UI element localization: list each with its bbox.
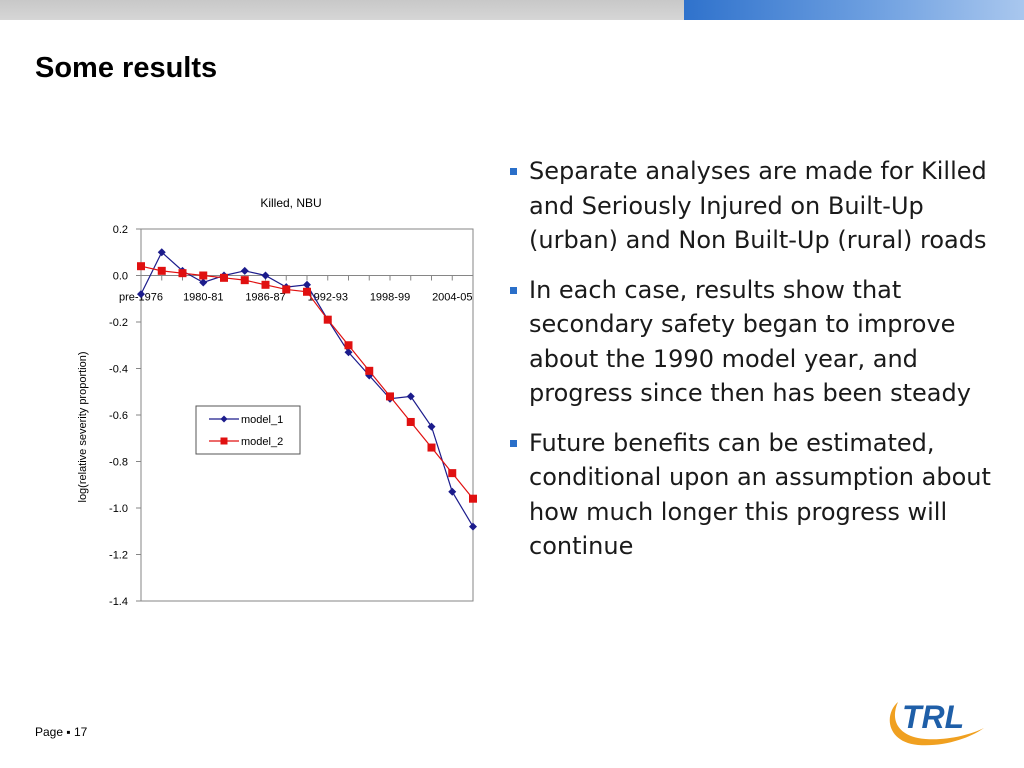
logo-text: TRL [902, 699, 964, 735]
series-model_2 [137, 262, 477, 503]
slide-title: Some results [35, 52, 218, 84]
x-tick-label: 2004-05 [432, 292, 472, 304]
legend-marker-model-1 [220, 415, 228, 423]
bullet-item: In each case, results show that secondar… [508, 273, 998, 411]
x-tick-label: 1998-99 [370, 292, 410, 304]
data-point [323, 315, 332, 324]
data-point [157, 266, 166, 275]
data-point [137, 290, 145, 299]
data-point [469, 522, 477, 531]
data-point [261, 271, 270, 280]
data-point [448, 469, 457, 478]
data-point [199, 271, 208, 280]
data-point [303, 280, 311, 289]
bullet-text: In each case, results show that secondar… [529, 275, 971, 408]
data-point [220, 273, 228, 282]
series-lines [137, 248, 477, 531]
data-point [178, 269, 187, 278]
data-point [344, 348, 353, 357]
y-tick-label: -0.4 [109, 364, 128, 376]
legend-label-model-2: model_2 [241, 436, 283, 448]
header-bar-blue [684, 0, 1024, 20]
y-tick-label: -1.4 [109, 596, 128, 608]
bullet-item: Separate analyses are made for Killed an… [508, 154, 998, 258]
y-tick-label: 0.2 [113, 224, 128, 236]
data-point [406, 392, 415, 401]
page-number: Page ▪ 17 [35, 725, 88, 739]
x-tick-label: 1986-87 [245, 292, 285, 304]
y-tick-label: -1.0 [109, 503, 128, 515]
data-point [157, 248, 166, 257]
legend-label-model-1: model_1 [241, 414, 283, 426]
data-point [137, 262, 145, 271]
data-point [199, 278, 208, 287]
data-point [427, 443, 436, 452]
legend-marker-model-2 [220, 437, 228, 445]
header-bar-grey [0, 0, 684, 20]
data-point [303, 287, 311, 296]
data-point [406, 417, 415, 426]
x-tick-label: 1992-93 [308, 292, 348, 304]
bullet-list: Separate analyses are made for Killed an… [508, 154, 998, 579]
x-tick-label: 1980-81 [183, 292, 223, 304]
y-tick-label: -1.2 [109, 550, 128, 562]
y-tick-label: -0.2 [109, 317, 128, 329]
data-point [427, 422, 436, 431]
x-axis: pre-19761980-811986-871992-931998-992004… [119, 275, 474, 304]
bullet-item: Future benefits can be estimated, condit… [508, 426, 998, 564]
data-point [386, 392, 394, 401]
data-point [240, 266, 249, 275]
bullet-text: Separate analyses are made for Killed an… [529, 157, 987, 254]
y-axis-label: log(relative severity proportion) [77, 351, 89, 502]
square-bullet-icon [510, 286, 517, 294]
square-bullet-icon [510, 439, 517, 447]
killed-nbu-chart: Killed, NBU log(relative severity propor… [77, 196, 477, 608]
y-tick-label: 0.0 [113, 271, 128, 283]
data-point [365, 366, 374, 375]
trl-logo: TRL [889, 699, 984, 746]
y-tick-label: -0.6 [109, 410, 128, 422]
data-point [344, 341, 353, 350]
data-point [240, 276, 249, 285]
data-point [469, 494, 477, 503]
data-point [448, 487, 457, 496]
square-bullet-icon [510, 168, 517, 175]
bullet-text: Future benefits can be estimated, condit… [529, 428, 991, 561]
data-point [282, 285, 291, 294]
legend: model_1 model_2 [195, 405, 301, 455]
chart-title: Killed, NBU [260, 196, 321, 210]
data-point [261, 280, 270, 289]
y-tick-label: -0.8 [109, 457, 128, 469]
series-model_1 [137, 248, 477, 531]
legend-box [195, 405, 301, 455]
y-axis-ticks: 0.2 0.0 -0.2 -0.4 -0.6 -0.8 -1.0 -1.2 -1.4 [109, 224, 141, 608]
